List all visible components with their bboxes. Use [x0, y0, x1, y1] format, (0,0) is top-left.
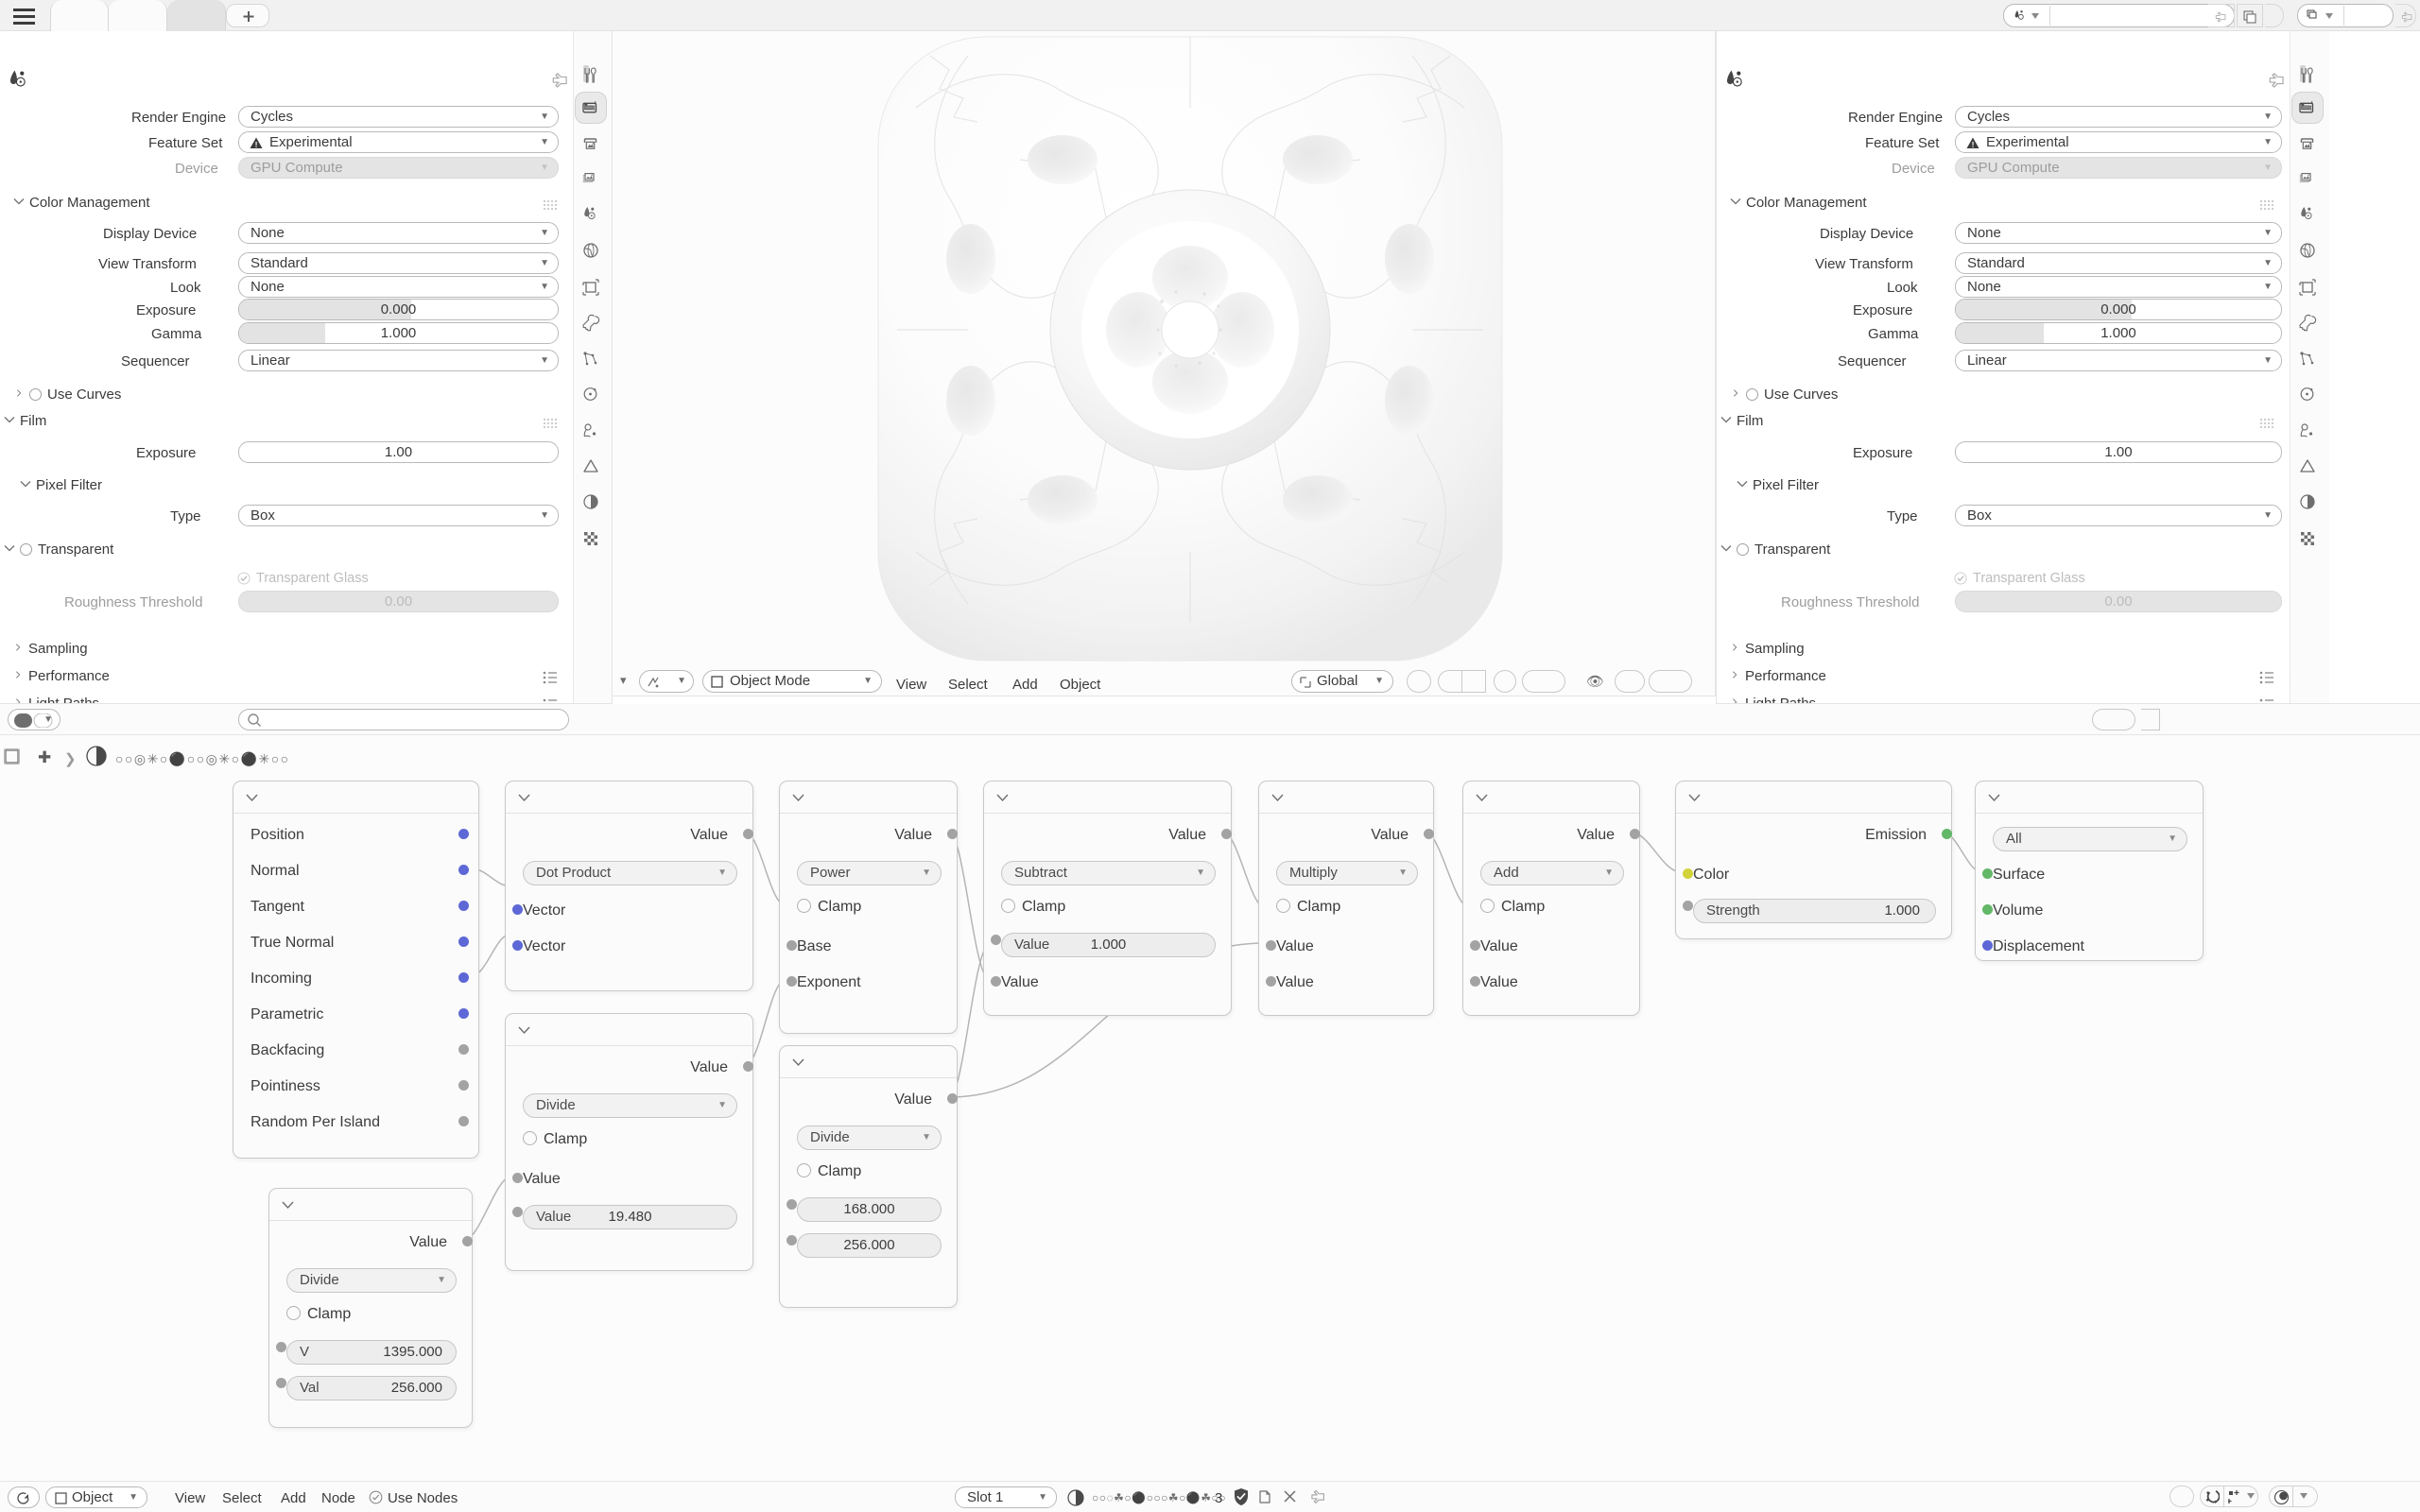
svg-text:!: !	[255, 140, 258, 149]
svg-text:!: !	[1972, 140, 1975, 149]
